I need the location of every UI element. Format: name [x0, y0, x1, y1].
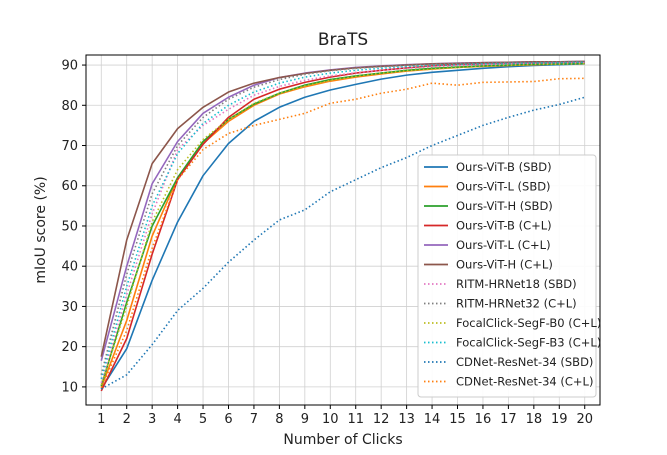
y-tick-label: 10: [61, 380, 78, 395]
x-tick-label: 15: [449, 412, 466, 427]
series-lines: [100, 60, 585, 392]
series-line: [100, 96, 585, 390]
y-tick-label: 70: [61, 139, 78, 154]
series-line: [100, 63, 585, 390]
x-tick-label: 13: [398, 412, 415, 427]
x-tick-label: 14: [424, 412, 441, 427]
x-tick-label: 7: [250, 412, 258, 427]
chart-title: BraTS: [318, 30, 368, 50]
x-tick-label: 10: [322, 412, 339, 427]
x-tick-label: 2: [123, 412, 131, 427]
legend-label: RITM-HRNet18 (SBD): [456, 277, 577, 291]
legend-label: Ours-ViT-L (C+L): [456, 238, 551, 252]
y-tick-label: 90: [61, 59, 78, 74]
x-tick-label: 3: [148, 412, 156, 427]
legend: Ours-ViT-B (SBD) Ours-ViT-L (SBD) Ours-ViT…: [417, 154, 601, 398]
series-line: [100, 61, 585, 380]
legend-label: Ours-ViT-B (SBD): [456, 160, 552, 174]
x-tick-label: 17: [500, 412, 517, 427]
series-line: [100, 63, 585, 386]
x-tick-label: 12: [373, 412, 390, 427]
x-tick-label: 9: [301, 412, 309, 427]
axes: 1 2 3 4 5 6 7 8 9 10 11 12 13 14 15 16 17 18 19 20102030405…: [61, 54, 601, 427]
legend-label: CDNet-ResNet-34 (SBD): [456, 355, 593, 369]
legend-label: CDNet-ResNet-34 (C+L): [456, 375, 593, 389]
y-tick-label: 20: [61, 340, 78, 355]
legend-label: Ours-ViT-H (SBD): [456, 199, 553, 213]
y-tick-label: 40: [61, 260, 78, 275]
x-tick-label: 16: [475, 412, 492, 427]
legend-label: Ours-ViT-H (C+L): [456, 258, 553, 272]
x-tick-label: 5: [199, 412, 207, 427]
y-tick-label: 50: [61, 219, 78, 234]
y-axis-label: mIoU score (%): [33, 176, 49, 283]
x-tick-label: 4: [173, 412, 181, 427]
y-tick-label: 60: [61, 179, 78, 194]
series-line: [100, 60, 585, 376]
x-tick-label: 1: [97, 412, 105, 427]
y-tick-label: 30: [61, 300, 78, 315]
y-tick-label: 80: [61, 99, 78, 114]
series-line: [100, 77, 585, 389]
x-tick-label: 20: [576, 412, 593, 427]
legend-box: [417, 154, 597, 398]
plot-frame: [85, 54, 601, 406]
series-line: [100, 61, 585, 384]
x-axis-label: Number of Clicks: [283, 432, 402, 448]
x-tick-label: 19: [551, 412, 568, 427]
legend-label: Ours-ViT-B (C+L): [456, 219, 552, 233]
x-tick-label: 18: [526, 412, 543, 427]
x-tick-label: 6: [224, 412, 232, 427]
x-tick-label: 11: [347, 412, 364, 427]
legend-label: Ours-ViT-L (SBD): [456, 180, 551, 194]
legend-label: FocalClick-SegF-B0 (C+L): [456, 316, 601, 330]
x-tick-label: 8: [275, 412, 283, 427]
legend-label: RITM-HRNet32 (C+L): [456, 297, 577, 311]
legend-label: FocalClick-SegF-B3 (C+L): [456, 336, 601, 350]
